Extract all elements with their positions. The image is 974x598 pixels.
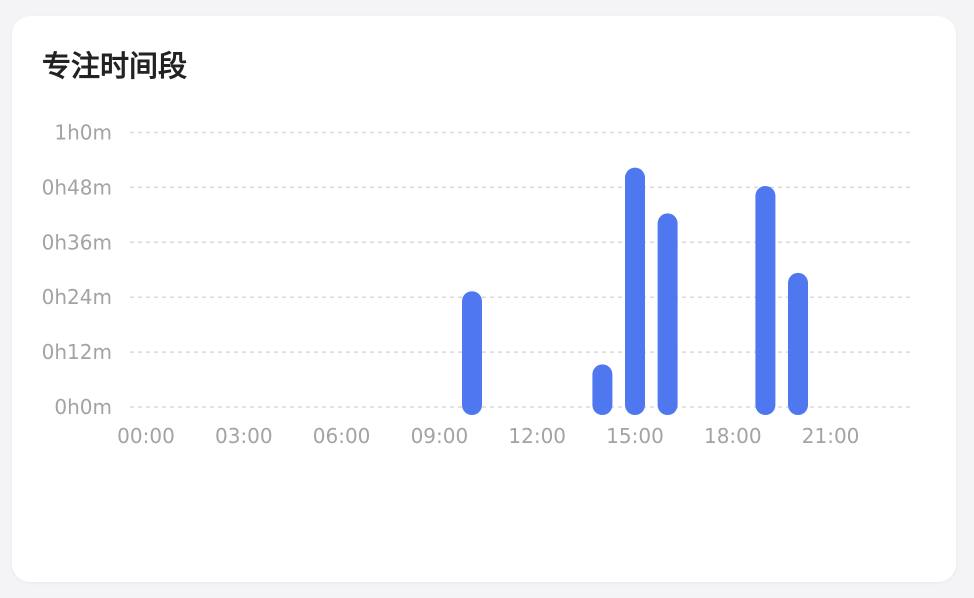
bars (462, 167, 808, 415)
x-tick-label: 18:00 (704, 424, 762, 448)
x-tick-label: 15:00 (606, 424, 664, 448)
bar-hour-20[interactable] (788, 272, 808, 415)
bar-hour-10[interactable] (462, 291, 482, 415)
y-tick-label: 0h48m (42, 175, 112, 199)
bar-hour-19[interactable] (755, 185, 776, 415)
x-tick-label: 09:00 (411, 424, 469, 448)
x-tick-label: 06:00 (313, 424, 371, 448)
x-axis-ticks: 00:00 03:00 06:00 09:00 12:00 15:00 18:00 21:00 (117, 424, 859, 448)
x-tick-label: 12:00 (508, 424, 566, 448)
x-tick-label: 21:00 (802, 424, 860, 448)
y-tick-label: 0h24m (42, 285, 112, 309)
y-tick-label: 0h0m (54, 395, 112, 419)
y-tick-label: 0h36m (42, 230, 112, 254)
focus-period-card: 专注时间段 0h0m 0h12m 0h24m 0h36m 0h48m 1h0m 00:00… (12, 16, 956, 582)
x-tick-label: 03:00 (215, 424, 273, 448)
bar-hour-14[interactable] (592, 364, 613, 415)
y-axis-ticks: 0h0m 0h12m 0h24m 0h36m 0h48m 1h0m (42, 121, 112, 420)
bar-hour-15[interactable] (625, 167, 645, 415)
grid-lines (130, 131, 910, 408)
y-tick-label: 0h12m (42, 340, 112, 364)
bar-hour-16[interactable] (657, 213, 678, 415)
x-tick-label: 00:00 (117, 424, 175, 448)
card-title: 专注时间段 (42, 49, 188, 83)
y-tick-label: 1h0m (54, 121, 112, 145)
